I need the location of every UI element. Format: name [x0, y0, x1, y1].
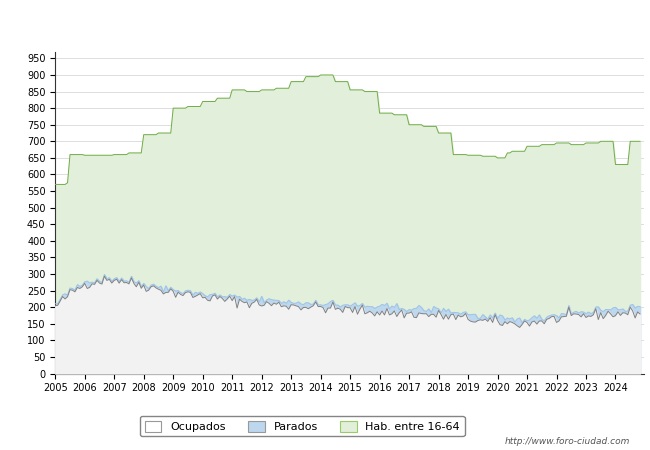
Text: http://www.foro-ciudad.com: http://www.foro-ciudad.com [505, 436, 630, 446]
Legend: Ocupados, Parados, Hab. entre 16-64: Ocupados, Parados, Hab. entre 16-64 [140, 416, 465, 436]
Text: Relleu - Evolucion de la poblacion en edad de Trabajar Noviembre de 2024: Relleu - Evolucion de la poblacion en ed… [64, 17, 586, 30]
